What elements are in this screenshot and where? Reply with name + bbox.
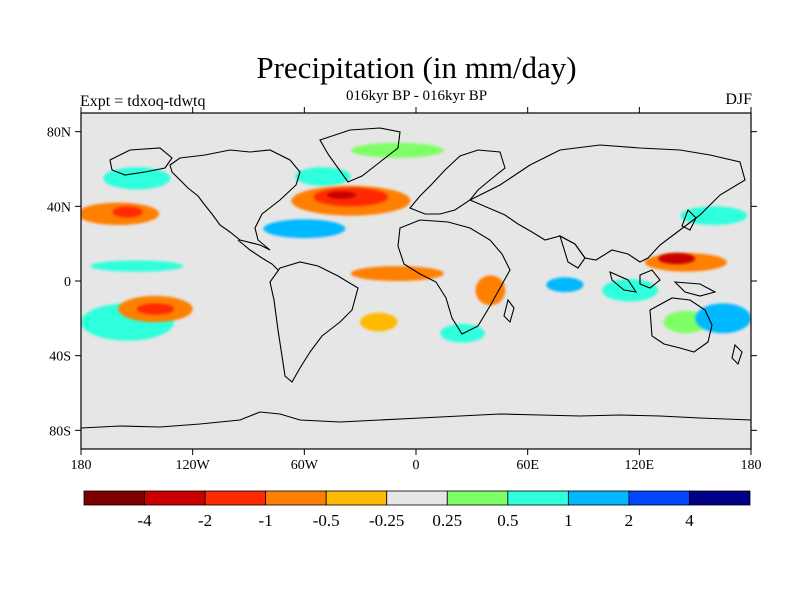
lon-tick-label: 60W — [291, 458, 319, 473]
lat-tick-label: 80S — [49, 424, 71, 439]
anomaly-patch-north-pacific-core — [112, 206, 143, 218]
colorbar-label: -2 — [198, 511, 212, 530]
lon-tick-label: 60E — [516, 458, 539, 473]
colorbar-label: 4 — [685, 511, 694, 530]
coastline-asia — [468, 144, 746, 263]
lon-tick-label: 180 — [71, 458, 92, 473]
coastline-africa — [397, 219, 511, 335]
map-title: Precipitation (in mm/day) — [256, 50, 577, 85]
anomaly-patch-north-atlantic-wet — [295, 167, 351, 186]
colorbar-swatch — [689, 490, 751, 506]
anomaly-patch-south-west-pacific-wet — [695, 303, 751, 334]
colorbar-label: 2 — [625, 511, 634, 530]
colorbar-swatch — [446, 490, 509, 506]
season-label: DJF — [725, 91, 752, 108]
coastlines — [81, 127, 751, 429]
colorbar-label: -1 — [259, 511, 273, 530]
colorbar-label: 0.25 — [432, 511, 462, 530]
colorbar: -4 -2 -1 -0.5 -0.25 0.25 0.5 1 2 4 — [83, 490, 751, 530]
lat-tick-label: 0 — [64, 275, 71, 290]
colorbar-swatch — [628, 490, 690, 506]
colorbar-swatch — [507, 490, 569, 506]
coastline-india — [559, 234, 586, 269]
lat-tick-label: 40S — [49, 350, 71, 365]
coastline-new-guinea — [673, 281, 717, 297]
coastline-south-america — [269, 261, 359, 383]
map-subtitle: 016kyr BP - 016kyr BP — [345, 88, 488, 104]
coastline-greenland — [319, 127, 401, 183]
colorbar-label: -0.5 — [313, 511, 340, 530]
coastline-australia — [649, 297, 713, 353]
coastline-new-zealand — [731, 343, 743, 366]
coastline-japan — [681, 209, 697, 231]
colorbar-label: -4 — [137, 511, 152, 530]
experiment-label: Expt = tdxoq-tdwtq — [80, 93, 206, 110]
anomaly-patch-north-atlantic-deep — [326, 191, 357, 199]
anomaly-patch-west-pacific-core — [657, 253, 696, 265]
lon-tick-label: 120E — [625, 458, 655, 473]
anomaly-patch-maritime-continent-wet — [602, 279, 658, 302]
anomaly-patch-north-west-pacific-wet — [680, 206, 748, 226]
coastline-antarctica — [81, 411, 751, 429]
plot-area — [81, 113, 751, 449]
coastline-sumatra — [609, 271, 638, 293]
colorbar-swatch — [83, 490, 145, 506]
coastline-central-america — [237, 239, 279, 271]
anomaly-patch-east-africa-dry — [475, 275, 506, 306]
anomaly-patch-gulf-stream-wet — [263, 219, 346, 239]
lon-tick-label: 180 — [741, 458, 762, 473]
colorbar-label: -0.25 — [369, 511, 404, 530]
coastline-europe — [409, 149, 506, 215]
lon-tick-label: 120W — [176, 458, 211, 473]
coastline-alaska — [109, 147, 173, 176]
anomaly-patch-indian-ocean-wet — [546, 277, 584, 293]
anomaly-field — [81, 142, 751, 343]
anomaly-patch-central-pacific-wet — [90, 260, 184, 272]
colorbar-swatch — [204, 490, 267, 506]
coastline-madagascar — [503, 298, 515, 324]
lat-tick-label: 40N — [47, 200, 71, 215]
colorbar-swatch — [265, 490, 327, 506]
anomaly-patch-greenland-wet — [350, 142, 444, 158]
colorbar-swatch — [325, 490, 388, 506]
anomaly-patch-equatorial-atlantic-dry — [350, 266, 444, 281]
colorbar-swatch — [144, 490, 206, 506]
lat-tick-label: 80N — [47, 126, 71, 141]
coastline-north-america — [169, 149, 301, 251]
anomaly-patch-south-atlantic-dry — [360, 312, 398, 332]
anomaly-patch-south-pacific-core — [136, 303, 175, 315]
colorbar-label: 0.5 — [497, 511, 518, 530]
lon-tick-label: 0 — [413, 458, 420, 473]
coastline-borneo — [639, 269, 661, 289]
colorbar-swatch — [567, 490, 630, 506]
colorbar-label: 1 — [564, 511, 573, 530]
colorbar-swatch — [386, 490, 448, 506]
axis-ticks: 80N 40N 0 40S 80S 180 120W 60W 0 60E 120E 180 — [47, 107, 762, 473]
